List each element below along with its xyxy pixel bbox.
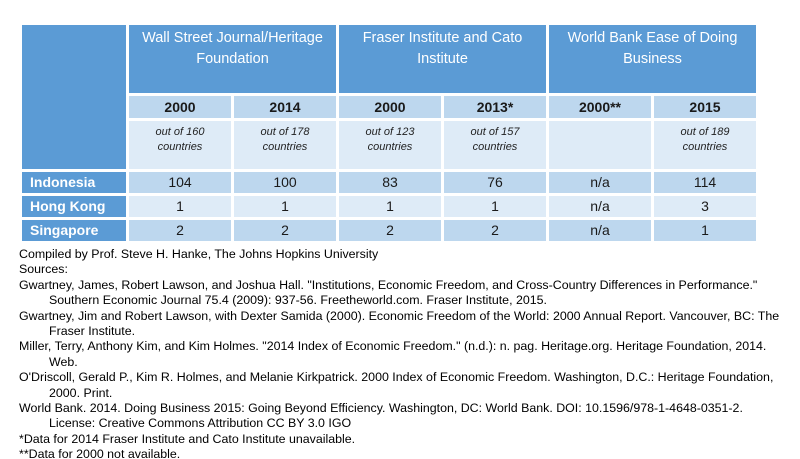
cell-indonesia-wsj-2000: 104 [129,172,231,193]
group-header-fraser-cato: Fraser Institute and Cato Institute [339,25,546,93]
cell-singapore-fraser-2013: 2 [444,220,546,241]
source-citation-miller: Miller, Terry, Anthony Kim, and Kim Holm… [19,339,767,369]
table-row-indonesia: Indonesia 104 100 83 76 n/a 114 [22,172,756,193]
source-citation-world-bank: World Bank. 2014. Doing Business 2015: G… [19,401,743,431]
year-header-wb-2015: 2015 [654,96,756,118]
cell-singapore-wb-2015: 1 [654,220,756,241]
cell-singapore-wb-2000: n/a [549,220,651,241]
footnote-2000-unavailable: **Data for 2000 not available. [19,447,181,459]
year-header-fraser-2013: 2013* [444,96,546,118]
scope-note-fraser-2000: out of 123 countries [339,121,441,169]
row-label-indonesia: Indonesia [22,172,126,193]
year-header-wsj-2014: 2014 [234,96,336,118]
economic-freedom-rankings-table: Wall Street Journal/Heritage Foundation … [19,22,759,244]
table-row-hong-kong: Hong Kong 1 1 1 1 n/a 3 [22,196,756,217]
scope-note-fraser-2013: out of 157 countries [444,121,546,169]
source-citation-gwartney-samida: Gwartney, Jim and Robert Lawson, with De… [19,308,780,339]
cell-hongkong-fraser-2000: 1 [339,196,441,217]
scope-note-wb-2000 [549,121,651,169]
sources-label: Sources: [19,262,68,277]
notes-section: Compiled by Prof. Steve H. Hanke, The Jo… [19,247,787,459]
cell-singapore-fraser-2000: 2 [339,220,441,241]
group-header-wsj-heritage: Wall Street Journal/Heritage Foundation [129,25,336,93]
row-label-hong-kong: Hong Kong [22,196,126,217]
scope-note-row: out of 160 countries out of 178 countrie… [22,121,756,169]
corner-cell [22,25,126,169]
cell-indonesia-wb-2000: n/a [549,172,651,193]
year-header-row: 2000 2014 2000 2013* 2000** 2015 [22,96,756,118]
year-header-fraser-2000: 2000 [339,96,441,118]
row-label-singapore: Singapore [22,220,126,241]
year-header-wsj-2000: 2000 [129,96,231,118]
source-citation-gwartney-hall: Gwartney, James, Robert Lawson, and Josh… [19,277,758,308]
cell-hongkong-wb-2000: n/a [549,196,651,217]
scope-note-wb-2015: out of 189 countries [654,121,756,169]
year-header-wb-2000: 2000** [549,96,651,118]
scope-note-wsj-2000: out of 160 countries [129,121,231,169]
compiled-by-line: Compiled by Prof. Steve H. Hanke, The Jo… [19,247,379,261]
cell-hongkong-wb-2015: 3 [654,196,756,217]
scope-note-wsj-2014: out of 178 countries [234,121,336,169]
cell-singapore-wsj-2014: 2 [234,220,336,241]
table-row-singapore: Singapore 2 2 2 2 n/a 1 [22,220,756,241]
cell-indonesia-wb-2015: 114 [654,172,756,193]
cell-hongkong-wsj-2014: 1 [234,196,336,217]
cell-hongkong-wsj-2000: 1 [129,196,231,217]
group-header-world-bank: World Bank Ease of Doing Business [549,25,756,93]
cell-indonesia-fraser-2000: 83 [339,172,441,193]
cell-singapore-wsj-2000: 2 [129,220,231,241]
cell-indonesia-wsj-2014: 100 [234,172,336,193]
group-header-row: Wall Street Journal/Heritage Foundation … [22,25,756,169]
footnote-fraser-unavailable: *Data for 2014 Fraser Institute and Cato… [19,431,356,446]
source-citation-odriscoll: O'Driscoll, Gerald P., Kim R. Holmes, an… [19,370,774,400]
cell-hongkong-fraser-2013: 1 [444,196,546,217]
cell-indonesia-fraser-2013: 76 [444,172,546,193]
